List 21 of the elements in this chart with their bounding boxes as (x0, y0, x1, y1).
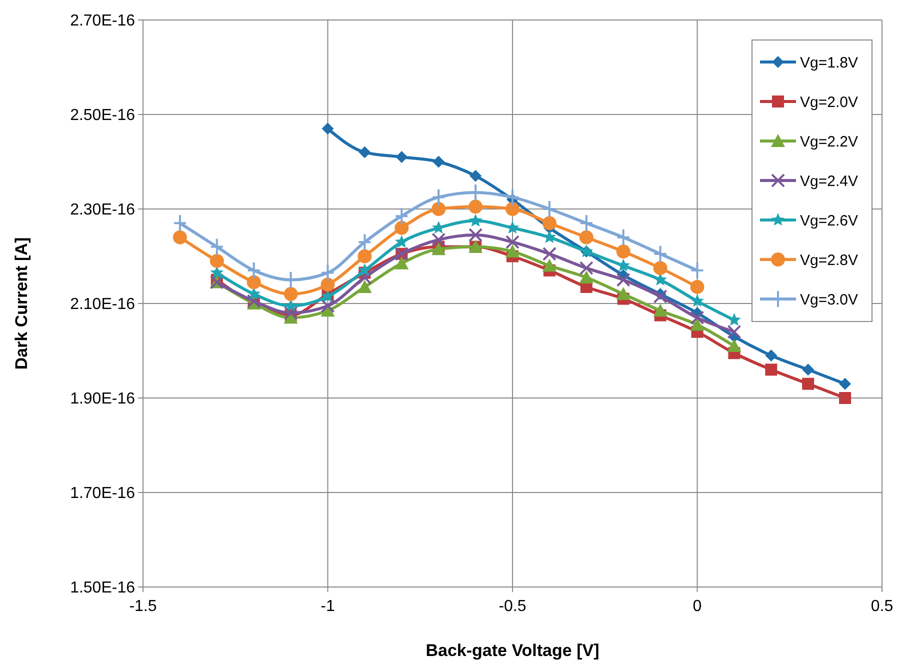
y-tick-label: 1.50E-16 (70, 580, 136, 597)
y-tick-label: 2.70E-16 (70, 12, 136, 30)
legend-label: Vg=1.8V (800, 54, 858, 72)
y-tick-label: 2.10E-16 (70, 296, 136, 314)
x-tick-label: 0 (692, 598, 702, 615)
legend-label: Vg=2.6V (800, 212, 858, 230)
x-tick-label: 0.5 (870, 598, 894, 615)
y-tick-label: 2.30E-16 (70, 202, 136, 219)
legend-label: Vg=2.2V (800, 133, 858, 150)
legend-label: Vg=2.8V (800, 252, 858, 269)
legend-label: Vg=2.4V (800, 172, 858, 190)
x-tick-label: -1 (320, 598, 335, 615)
x-tick-label: -1.5 (129, 598, 157, 615)
y-axis-title: Dark Current [A] (12, 237, 31, 370)
y-tick-label: 1.70E-16 (70, 485, 136, 502)
legend-label: Vg=2.0V (800, 94, 858, 111)
x-tick-label: -0.5 (498, 598, 526, 615)
legend-label: Vg=3.0V (800, 291, 858, 308)
x-axis-title: Back-gate Voltage [V] (426, 641, 600, 660)
y-tick-label: 1.90E-16 (70, 390, 136, 408)
y-tick-label: 2.50E-16 (70, 107, 136, 124)
